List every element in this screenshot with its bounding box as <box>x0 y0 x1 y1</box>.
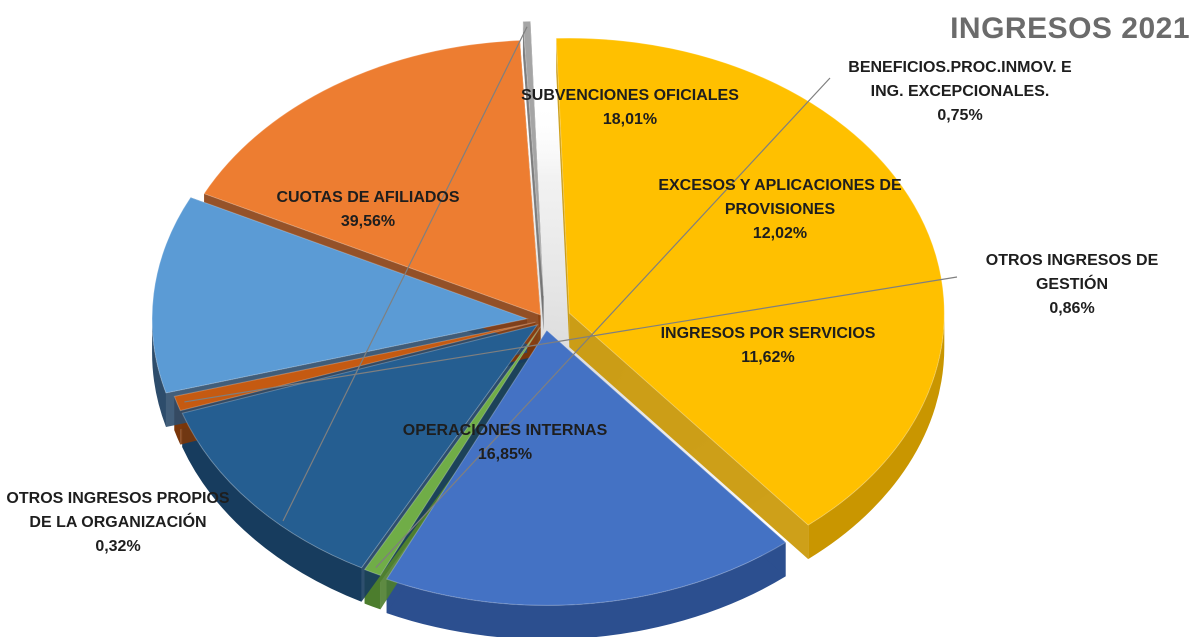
slice-ingresos-por-servicios[interactable] <box>151 196 529 394</box>
slice-otros-ingresos-propios-de-la-organizaci-n[interactable] <box>522 20 545 297</box>
label-name-0-0: CUOTAS DE AFILIADOS <box>276 189 459 206</box>
label-name-4-1: GESTIÓN <box>1036 274 1108 293</box>
slice-side-5 <box>152 318 166 427</box>
slice-side-1 <box>386 542 786 637</box>
slice-side-0 <box>808 313 945 560</box>
label-name-6-0: OPERACIONES INTERNAS <box>403 422 608 439</box>
leader-line-2 <box>375 77 831 569</box>
label-4: OTROS INGRESOS DE GESTIÓN 0,86% <box>986 252 1159 317</box>
label-value-2: 0,75% <box>937 107 982 124</box>
label-name-5-0: INGRESOS POR SERVICIOS <box>661 325 876 342</box>
slice-side-3 <box>182 413 362 602</box>
label-value-4: 0,86% <box>1049 300 1094 317</box>
label-1: SUBVENCIONES OFICIALES 18,01% <box>521 87 739 128</box>
label-name-7-0: OTROS INGRESOS PROPIOS <box>6 490 229 507</box>
slice-subvenciones-oficiales[interactable] <box>385 329 787 606</box>
label-name-3-0: EXCESOS Y APLICACIONES DE <box>658 177 902 194</box>
pie-tops <box>151 20 945 606</box>
leader-line-7 <box>282 26 528 522</box>
label-name-2-1: ING. EXCEPCIONALES. <box>871 83 1050 100</box>
label-name-3-1: PROVISIONES <box>725 201 836 218</box>
label-value-1: 18,01% <box>603 111 657 128</box>
slice-operaciones-internas[interactable] <box>203 39 542 316</box>
slice-wall-7-0 <box>522 21 544 331</box>
label-value-5: 11,62% <box>741 349 794 366</box>
label-5: INGRESOS POR SERVICIOS 11,62% <box>661 325 876 366</box>
slice-labels: CUOTAS DE AFILIADOS 39,56% SUBVENCIONES OF… <box>6 59 1158 555</box>
chart-title: INGRESOS 2021 <box>950 12 1190 45</box>
label-2: BENEFICIOS.PROC.INMOV. E ING. EXCEPCIONAL… <box>848 59 1072 124</box>
label-name-7-1: DE LA ORGANIZACIÓN <box>29 512 206 531</box>
label-3: EXCESOS Y APLICACIONES DE PROVISIONES 12,0… <box>658 177 902 242</box>
label-name-4-0: OTROS INGRESOS DE <box>986 252 1159 269</box>
label-0: CUOTAS DE AFILIADOS 39,56% <box>276 189 459 230</box>
label-value-3: 12,02% <box>753 225 807 242</box>
slice-cuotas-de-afiliados[interactable] <box>555 37 945 526</box>
label-6: OPERACIONES INTERNAS 16,85% <box>403 422 608 463</box>
label-value-0: 39,56% <box>341 213 395 230</box>
leader-lines <box>184 26 958 569</box>
label-name-2-0: BENEFICIOS.PROC.INMOV. E <box>848 59 1072 76</box>
label-7: OTROS INGRESOS PROPIOS DE LA ORGANIZACIÓN… <box>6 490 229 555</box>
slice-wall-0-0 <box>556 38 570 348</box>
leader-line-4 <box>184 276 958 403</box>
label-value-6: 16,85% <box>478 446 532 463</box>
slice-wall-0-1 <box>569 313 809 560</box>
label-value-7: 0,32% <box>95 538 140 555</box>
label-name-1-0: SUBVENCIONES OFICIALES <box>521 87 739 104</box>
slice-excesos-y-aplicaciones-de-provisiones[interactable] <box>181 324 539 569</box>
slice-beneficios-proc-inmov-e-ing-excepcionales-[interactable] <box>363 326 541 576</box>
